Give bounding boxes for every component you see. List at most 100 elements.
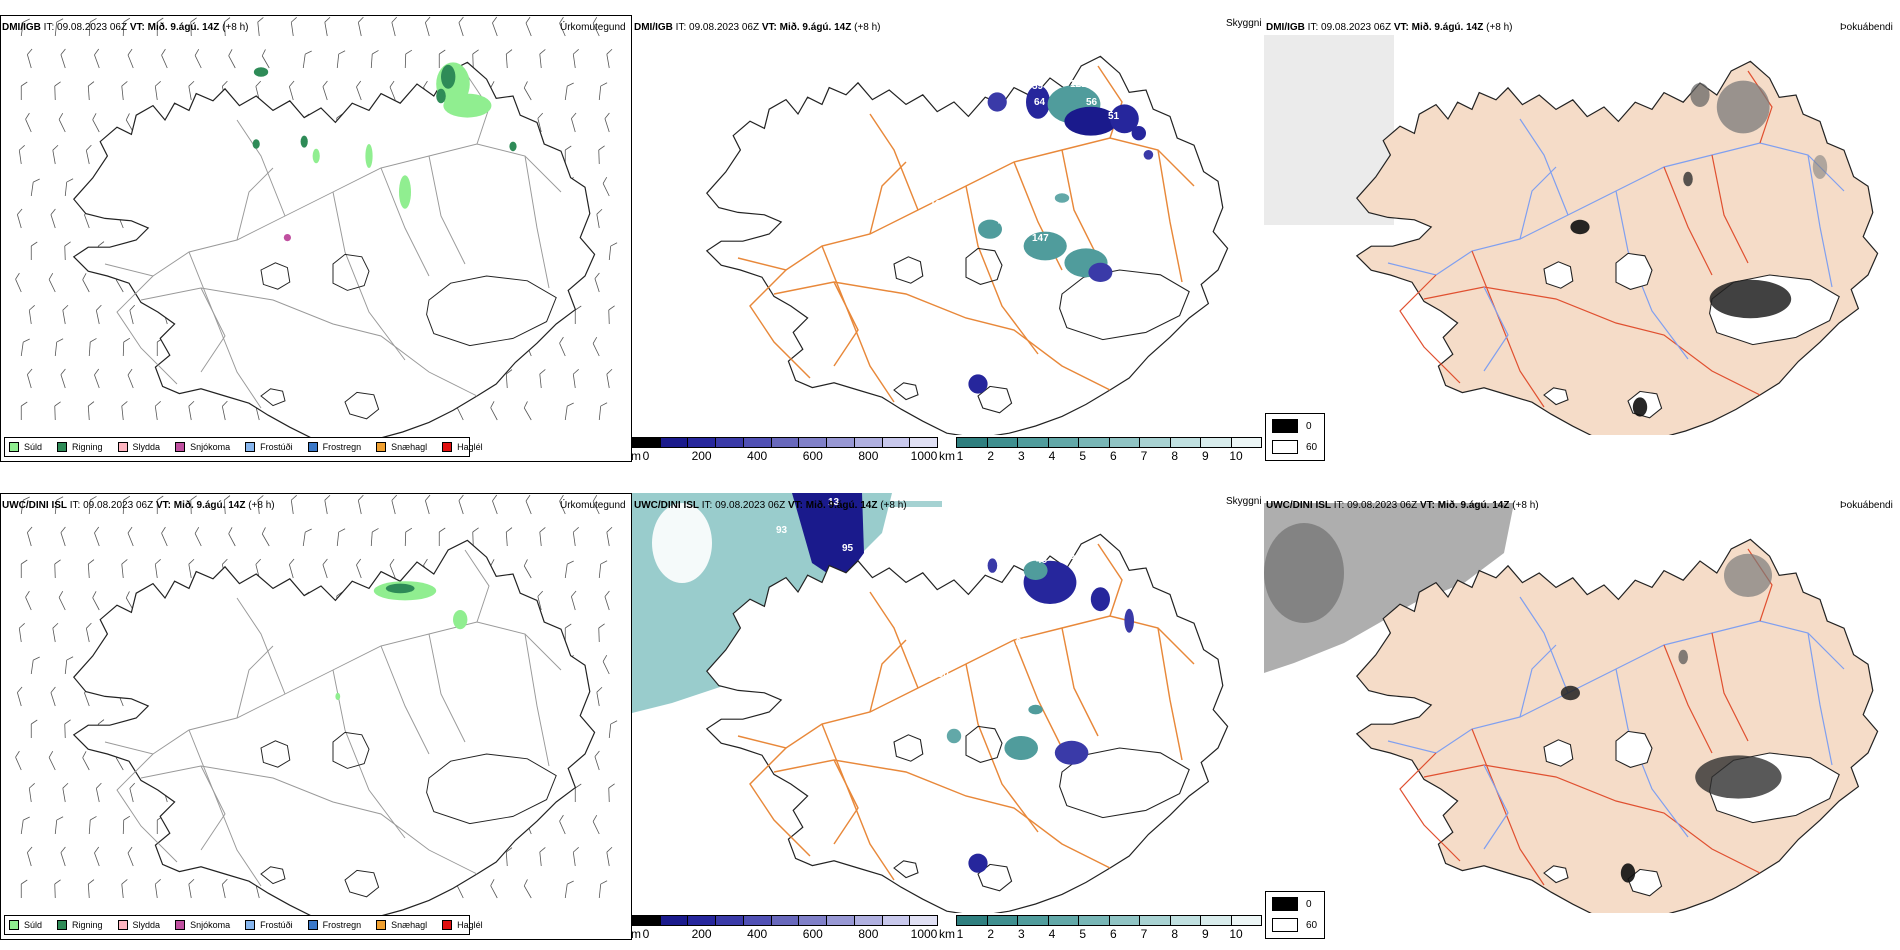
- wind-barb: [492, 16, 498, 37]
- fog-area: [1812, 155, 1828, 179]
- wind-barb: [458, 494, 464, 515]
- road-line: [236, 119, 286, 217]
- legend-swatch: [9, 442, 19, 452]
- precip-area-suld: [335, 692, 341, 700]
- glacier-area: [1627, 868, 1663, 897]
- wind-barb: [572, 369, 579, 389]
- visibility-tick-label: 9: [1201, 449, 1209, 463]
- road-line: [1097, 543, 1123, 617]
- it-label: IT:: [1307, 22, 1319, 33]
- cloud-height-label: 191: [930, 199, 947, 210]
- wind-barb: [438, 527, 446, 546]
- precip-area-rain: [441, 64, 456, 89]
- wind-barb: [574, 783, 582, 802]
- cloud-height-label: 153: [1046, 707, 1063, 718]
- wind-barb: [88, 338, 97, 357]
- wind-barb: [370, 528, 379, 547]
- wind-barb: [490, 879, 498, 899]
- cloud-map: 13 95 93 48 75 36 70 61 21 130 455 57 153 12: [632, 493, 1229, 913]
- glacier-area: [1543, 387, 1569, 406]
- wind-barb: [20, 496, 30, 515]
- wind-barb: [592, 814, 600, 835]
- wind-barb: [122, 17, 131, 37]
- wind-barb: [608, 305, 615, 325]
- wind-barb: [608, 720, 618, 739]
- wind-barb: [606, 526, 613, 547]
- legend-label: Snæhagl: [391, 920, 428, 930]
- visibility-tick-label: 7: [1140, 927, 1148, 941]
- wind-barb: [92, 113, 100, 133]
- wind-barb: [523, 559, 532, 579]
- wind-barb: [18, 145, 25, 165]
- cloud-area: [978, 219, 1002, 239]
- height-tick-label: 400: [747, 927, 768, 941]
- height-colorbar-cell: [827, 438, 855, 447]
- visibility-colorbar-cell: [1201, 916, 1232, 925]
- wind-barb: [523, 879, 532, 899]
- wind-barb: [596, 686, 603, 707]
- visibility-tick-label: 6: [1109, 927, 1117, 941]
- wind-barb: [154, 879, 161, 899]
- road-line: [869, 639, 907, 713]
- wind-barb: [87, 401, 95, 421]
- wind-barb: [127, 48, 134, 69]
- fog-legend: 0 60: [1265, 891, 1325, 939]
- wind-barb: [261, 527, 270, 547]
- road-line: [1423, 286, 1761, 396]
- vt-label: VT:: [761, 22, 777, 33]
- wind-barb: [188, 400, 195, 421]
- fog-area: [1678, 649, 1688, 665]
- fog-area: [1632, 397, 1648, 417]
- visibility-ticks: 1 2 3 4 5 6 7 8 9 10: [956, 927, 1262, 943]
- iceland-outline: [1355, 60, 1879, 435]
- visibility-tick-label: 7: [1140, 449, 1148, 463]
- cloud-area: [1054, 740, 1089, 765]
- height-colorbar-cell: [743, 916, 772, 925]
- fog-legend-label-60: 60: [1306, 919, 1318, 931]
- wind-barb: [223, 17, 231, 37]
- wind-barb: [48, 272, 56, 293]
- road-line: [1747, 70, 1773, 144]
- wind-barb: [425, 494, 431, 515]
- wind-barb: [188, 80, 195, 101]
- river-line: [1519, 596, 1569, 694]
- cloud-height-label: 64: [1034, 97, 1046, 108]
- wind-barb: [20, 559, 28, 578]
- legend-label: Súld: [24, 920, 43, 930]
- height-tick-label: 200: [691, 449, 712, 463]
- visibility-colorbar-cell: [1079, 438, 1110, 447]
- road-line: [188, 251, 262, 409]
- legend-label: Frostregn: [322, 920, 362, 930]
- wind-barb: [336, 528, 346, 547]
- fog-title: Þokuábendi: [1840, 22, 1893, 33]
- fog-panel: [1264, 15, 1900, 462]
- precip-area-rain: [436, 88, 446, 104]
- road-line: [380, 167, 430, 277]
- road-line: [1013, 639, 1063, 749]
- wind-barb: [30, 656, 40, 675]
- cloud-panel: 13 95 93 48 75 36 70 61 21 130 455 57 153 12: [632, 493, 1264, 940]
- wind-barb: [25, 112, 32, 133]
- wind-barb: [404, 49, 413, 69]
- fog-legend-label-60: 60: [1306, 441, 1318, 453]
- legend-label: Frostúði: [260, 920, 293, 930]
- it-label: IT:: [43, 22, 55, 33]
- height-tick-label: 0: [642, 449, 650, 463]
- visibility-colorbar-cell: [1048, 438, 1079, 447]
- fog-header: DMI/IGB IT: 09.08.2023 06Z VT: Mið. 9.ág…: [1266, 22, 1513, 34]
- glacier-outline: [1059, 747, 1190, 819]
- sea-visibility-field: [632, 493, 942, 713]
- wind-barb: [356, 80, 362, 101]
- visibility-colorbar: km 1 2 3 4 5 6 7 8 9 10: [939, 915, 1262, 945]
- road-line: [236, 597, 286, 695]
- legend-item-frostudi: Frostúði: [245, 920, 293, 930]
- precip-panel: Súld Rigning Slydda Snjókoma Frostúði Frostre…: [0, 15, 632, 462]
- wind-barb: [357, 494, 364, 515]
- wind-barb: [20, 879, 28, 898]
- vt-label: VT:: [129, 22, 145, 33]
- cloud-area: [1004, 736, 1038, 760]
- legend-swatch: [442, 442, 453, 452]
- legend-label: Frostregn: [322, 442, 362, 452]
- wind-barb: [20, 338, 30, 357]
- height-tick-label: 800: [858, 449, 879, 463]
